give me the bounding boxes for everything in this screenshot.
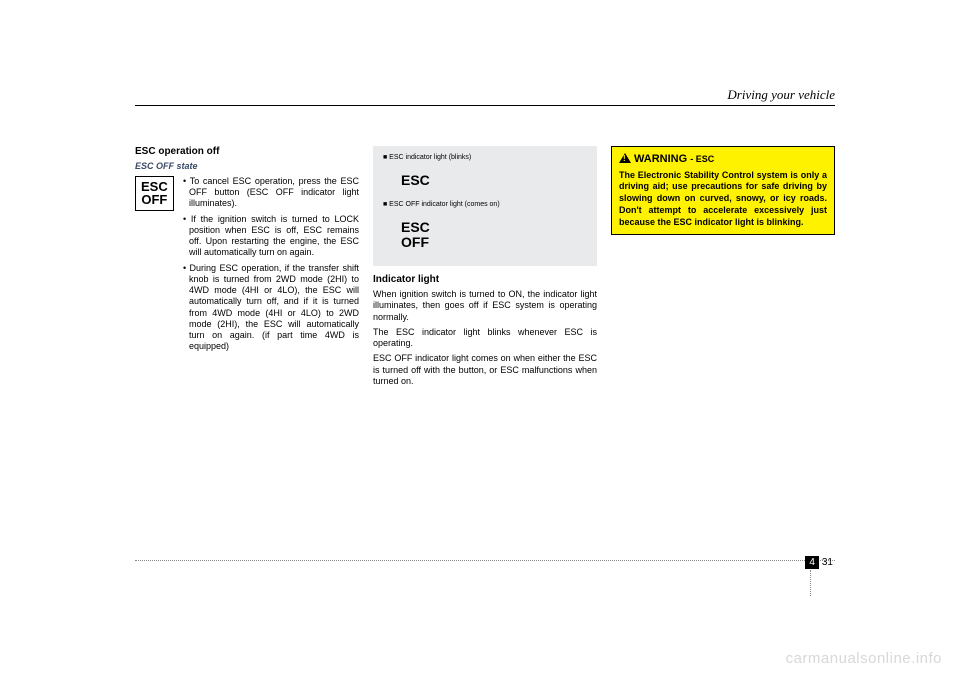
bullet-text: If the ignition switch is turned to LOCK…: [189, 214, 359, 258]
warning-box: WARNING - ESC The Electronic Stability C…: [611, 146, 835, 235]
indicator-caption-comes-on: ■ ESC OFF indicator light (comes on): [383, 201, 587, 210]
footer: 4 31: [135, 560, 835, 561]
esc-indicator-label: ESC: [401, 173, 587, 188]
esc-off-indicator-label: ESC OFF: [401, 220, 587, 249]
watermark: carmanualsonline.info: [786, 650, 942, 667]
esc-off-badge-line1: ESC: [141, 180, 168, 194]
indicator-para: The ESC indicator light blinks whenever …: [373, 327, 597, 350]
column-1: ESC operation off ESC OFF state ESC OFF …: [135, 146, 359, 391]
bullet-item: • During ESC operation, if the transfer …: [183, 263, 359, 353]
vertical-dots: [810, 570, 811, 596]
page: Driving your vehicle ESC operation off E…: [0, 0, 960, 679]
esc-off-indicator-line1: ESC: [401, 219, 430, 235]
indicator-light-heading: Indicator light: [373, 274, 597, 287]
esc-op-off-heading: ESC operation off: [135, 146, 359, 159]
bullet-text: To cancel ESC operation, press the ESC O…: [189, 176, 359, 209]
warning-subtitle: - ESC: [690, 154, 714, 164]
column-2: ■ ESC indicator light (blinks) ESC ■ ESC…: [373, 146, 597, 391]
section-number: 4: [805, 556, 819, 569]
bullet-item: • If the ignition switch is turned to LO…: [183, 214, 359, 259]
esc-off-badge-line2: OFF: [141, 193, 168, 207]
columns: ESC operation off ESC OFF state ESC OFF …: [135, 146, 835, 391]
bullet-text: During ESC operation, if the transfer sh…: [189, 263, 359, 352]
warning-body: The Electronic Stability Control system …: [619, 170, 827, 228]
esc-off-state-subheading: ESC OFF state: [135, 161, 359, 172]
indicator-para: ESC OFF indicator light comes on when ei…: [373, 353, 597, 387]
warning-heading: WARNING - ESC: [619, 153, 827, 167]
indicator-para: When ignition switch is turned to ON, th…: [373, 289, 597, 323]
header-rule: [135, 105, 835, 106]
footer-rule: [135, 560, 835, 561]
warning-title: WARNING: [634, 153, 687, 165]
bullet-list: • To cancel ESC operation, press the ESC…: [183, 176, 359, 353]
page-number: 4 31: [805, 556, 835, 569]
page-index: 31: [820, 556, 835, 569]
bullet-item: • To cancel ESC operation, press the ESC…: [183, 176, 359, 210]
indicator-caption-blinks: ■ ESC indicator light (blinks): [383, 154, 587, 163]
column-3: WARNING - ESC The Electronic Stability C…: [611, 146, 835, 391]
indicator-panel: ■ ESC indicator light (blinks) ESC ■ ESC…: [373, 146, 597, 266]
running-header: Driving your vehicle: [727, 87, 835, 103]
esc-off-indicator-line2: OFF: [401, 234, 429, 250]
content-area: Driving your vehicle ESC operation off E…: [135, 105, 835, 391]
warning-triangle-icon: [619, 153, 631, 163]
panel-spacer: [383, 191, 587, 201]
esc-off-badge: ESC OFF: [135, 176, 174, 211]
